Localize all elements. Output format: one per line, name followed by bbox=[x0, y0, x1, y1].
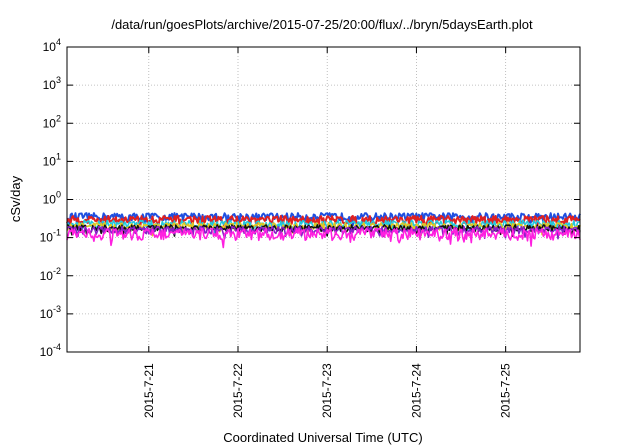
y-tick-label: 10-3 bbox=[40, 304, 61, 321]
x-axis-label: Coordinated Universal Time (UTC) bbox=[223, 430, 422, 445]
x-tick-label: 2015-7-24 bbox=[409, 363, 423, 418]
y-tick-label: 10-4 bbox=[40, 342, 61, 359]
x-tick-label: 2015-7-21 bbox=[142, 363, 156, 418]
y-tick-label: 10-2 bbox=[40, 266, 61, 283]
series-line bbox=[66, 227, 581, 249]
x-tick-label: 2015-7-25 bbox=[499, 363, 513, 418]
y-tick-label: 102 bbox=[43, 113, 61, 130]
series-group bbox=[66, 212, 581, 249]
y-tick-label: 10-1 bbox=[40, 228, 61, 245]
series-line bbox=[66, 214, 581, 230]
y-tick-label: 104 bbox=[43, 37, 61, 54]
y-tick-label: 103 bbox=[43, 75, 61, 92]
grid bbox=[67, 47, 580, 352]
chart-title: /data/run/goesPlots/archive/2015-07-25/2… bbox=[111, 17, 533, 32]
y-axis-label: cSv/day bbox=[8, 175, 23, 222]
y-tick-label: 100 bbox=[43, 190, 61, 207]
x-tick-label: 2015-7-23 bbox=[320, 363, 334, 418]
x-axis: 2015-7-21 2015-7-22 2015-7-23 2015-7-24 2015… bbox=[142, 47, 513, 418]
series-line bbox=[66, 225, 581, 240]
y-axis: 10-4 10-3 10-2 10-1 100 101 102 103 104 bbox=[40, 37, 580, 359]
x-tick-label: 2015-7-22 bbox=[231, 363, 245, 418]
y-tick-label: 101 bbox=[43, 151, 61, 168]
plot-frame bbox=[66, 46, 581, 353]
